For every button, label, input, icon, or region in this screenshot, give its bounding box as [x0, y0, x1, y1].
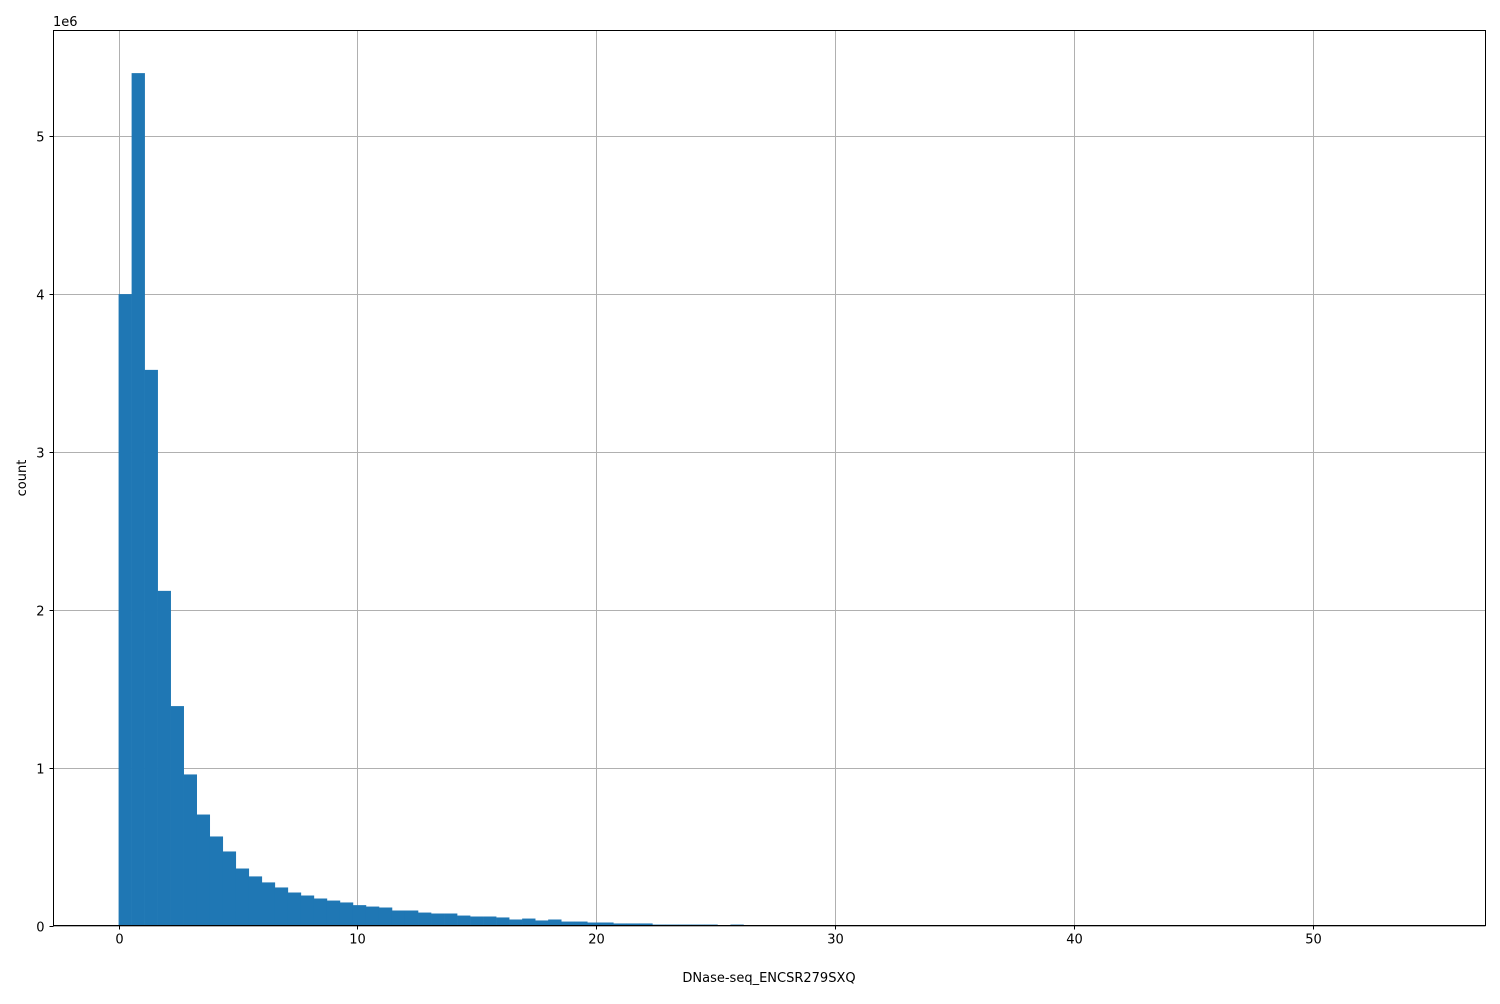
histogram-bar [326, 900, 341, 926]
histogram-bar [118, 294, 132, 926]
histogram-bar [365, 906, 380, 926]
x-tick-label: 50 [1305, 933, 1322, 948]
histogram-bar [444, 913, 458, 926]
histogram-bar [587, 922, 601, 926]
histogram-bar [352, 905, 367, 926]
y-tick-label: 4 [36, 289, 44, 304]
histogram-bar [274, 887, 289, 926]
histogram-bar [183, 774, 197, 926]
y-tick-label: 1 [36, 763, 44, 778]
x-tick-label: 0 [115, 933, 123, 948]
x-tick-label: 30 [827, 933, 844, 948]
histogram-bar [561, 921, 575, 926]
histogram-bar [548, 919, 562, 926]
histogram-bar [470, 916, 484, 926]
histogram-bar [496, 917, 510, 926]
histogram-bar [287, 892, 302, 926]
histogram-bar [261, 882, 276, 926]
histogram-bar [209, 836, 224, 926]
y-axis-label: count [15, 460, 30, 497]
histogram-bar [339, 902, 354, 926]
x-axis: 0 10 20 30 40 50 [115, 925, 1322, 948]
histogram-bar [196, 814, 211, 926]
histogram-bar [431, 913, 445, 926]
y-tick-label: 3 [36, 447, 44, 462]
histogram-bar [131, 73, 145, 926]
bars [118, 73, 744, 926]
x-tick-label: 20 [588, 933, 605, 948]
grid [53, 30, 1486, 927]
histogram-bar [522, 918, 536, 926]
histogram-bar [313, 898, 328, 926]
histogram-bar [157, 590, 171, 926]
histogram-bar [222, 851, 237, 926]
axes-frame [53, 30, 1486, 926]
histogram-bar [600, 922, 614, 926]
histogram-bar [404, 910, 419, 926]
histogram-bar [144, 369, 158, 926]
y-tick-label: 2 [36, 605, 44, 620]
histogram-bar [574, 921, 588, 926]
histogram-bar [626, 923, 640, 926]
histogram-bar [378, 907, 393, 926]
histogram-bar [300, 895, 315, 926]
histogram-bar [170, 706, 184, 926]
histogram-bar [535, 920, 549, 926]
x-tick-label: 10 [349, 933, 366, 948]
y-offset-label: 1e6 [53, 15, 78, 30]
histogram-bar [248, 876, 263, 926]
histogram-bar [235, 868, 250, 926]
histogram-bar [457, 915, 471, 926]
histogram-bar [483, 916, 497, 926]
y-tick-label: 0 [36, 921, 44, 936]
histogram-bar [613, 923, 627, 926]
y-axis: 0 1 2 3 4 5 [36, 131, 54, 936]
y-tick-label: 5 [36, 131, 44, 146]
histogram-bar [639, 923, 653, 926]
histogram-bar [509, 919, 523, 926]
x-axis-label: DNase-seq_ENCSR279SXQ [682, 971, 855, 986]
histogram-bar [418, 912, 432, 926]
x-tick-label: 40 [1066, 933, 1083, 948]
histogram-bar [391, 910, 406, 926]
